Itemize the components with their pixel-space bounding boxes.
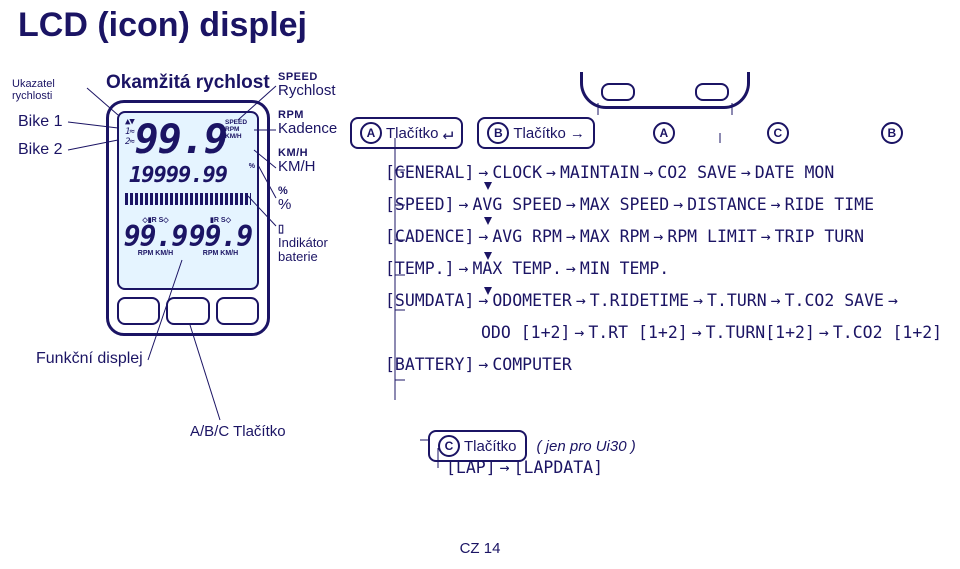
c-marker: C [767,122,789,144]
lap-item: [LAPDATA] [514,458,603,477]
lcd-bargraph [125,193,251,205]
tree-item: DISTANCE [687,195,766,214]
lap-row: [LAP]→[LAPDATA] [446,458,603,478]
b-marker: B [881,122,903,144]
tree-item: T.TURN [707,291,767,310]
page-title: LCD (icon) displej [18,6,307,45]
tree-category: [GENERAL] [385,157,474,189]
kmh-label: KM/H [278,160,348,174]
tree-category: [SUMDATA] [385,285,474,317]
speed-label: Rychlost [278,84,348,98]
tree-item: CO2 SAVE [657,163,736,182]
lcd-big: 99.9 [135,117,227,163]
tree-item: ODO [1+2] [481,323,570,342]
b-chip: B Tlačítko → [477,117,595,149]
lap-item: [LAP] [446,458,496,477]
a-chip: A Tlačítko ↵ [350,117,463,149]
tree-item: MAX SPEED [580,195,669,214]
tree-category: [SPEED] [385,189,455,221]
tree-item: TRIP TURN [775,227,864,246]
tree-item: COMPUTER [492,355,571,374]
device-bottom-buttons [117,297,259,325]
tree-item: T.CO2 SAVE [785,291,884,310]
tree-item: MAINTAIN [560,163,639,182]
bike2-label: Bike 2 [18,141,62,159]
top-button-panel [580,72,750,112]
lcd-left-icons: ▲▼1≈2≈ [125,117,134,147]
tree-item: T.TURN[1+2] [706,323,815,342]
tree-category: [BATTERY] [385,349,474,381]
tree-item: T.RT [1+2] [588,323,687,342]
tree-category: [TEMP.] [385,253,455,285]
tree-item: CLOCK [492,163,542,182]
tree-item: MIN TEMP. [580,259,669,278]
battery-label: Indikátor baterie [278,236,348,264]
device-button [216,297,259,325]
tree-item: T.RIDETIME [590,291,689,310]
tree-item: RPM LIMIT [667,227,756,246]
pct-label: % [278,198,348,212]
lcd-panel: ▲▼1≈2≈ 99.9 SPEED RPM KM/H 19999.99 % ◇▮… [117,111,259,290]
tree-item: MAX TEMP. [472,259,561,278]
lcd-right-icons: SPEED RPM KM/H [225,119,255,140]
bike1-label: Bike 1 [18,113,62,131]
tree-item: T.CO2 [1+2] [833,323,942,342]
tree-item: AVG RPM [492,227,562,246]
c-label: Tlačítko [464,438,517,455]
lcd-mid: 19999.99 [129,163,227,188]
pacer-label: Ukazatel rychlosti [12,78,97,102]
a-marker: A [653,122,675,144]
lcd-mid-r: % [249,163,255,170]
top-button [601,83,635,101]
b-label: Tlačítko [513,125,566,142]
legend-column: SPEED Rychlost RPM Kadence KM/H KM/H % %… [278,70,348,274]
device-outline: ▲▼1≈2≈ 99.9 SPEED RPM KM/H 19999.99 % ◇▮… [106,100,270,336]
menu-tree: [GENERAL]→CLOCK→MAINTAIN→CO2 SAVE→DATE M… [385,157,945,381]
device-button [117,297,160,325]
page-footer: CZ 14 [0,540,960,557]
tree-item: RIDE TIME [785,195,874,214]
a-label: Tlačítko [386,125,439,142]
c-hint: ( jen pro Ui30 ) [537,438,636,455]
tree-item: AVG SPEED [472,195,561,214]
ab-button-row: A Tlačítko ↵ B Tlačítko → A C B [350,117,950,149]
tree-category: [CADENCE] [385,221,474,253]
rpm-label: Kadence [278,122,348,136]
functional-display-label: Funkční displej [36,350,143,368]
battery-icon: ▯ [278,222,348,236]
tree-item: MAX RPM [580,227,650,246]
top-button [695,83,729,101]
lcd-bottom: ◇▮R S◇ 99.9 RPM KM/H ▮R S◇ 99.9 RPM KM/H [123,216,253,284]
tree-item: ODOMETER [492,291,571,310]
device-button [166,297,209,325]
instant-speed-label: Okamžitá rychlost [106,72,270,94]
abc-button-label: A/B/C Tlačítko [190,423,286,440]
tree-item: DATE MON [755,163,834,182]
